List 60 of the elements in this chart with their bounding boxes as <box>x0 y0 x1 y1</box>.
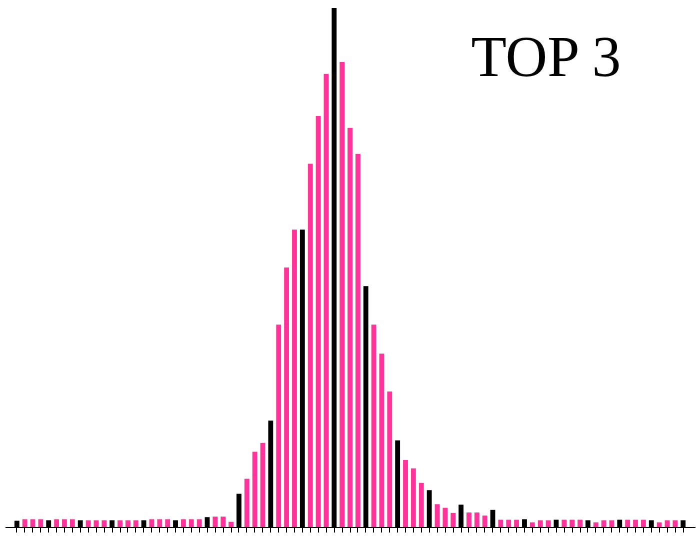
bar <box>30 519 36 527</box>
bar <box>514 520 520 527</box>
bar <box>196 519 202 527</box>
bar <box>244 478 250 527</box>
bar <box>570 520 575 527</box>
bar <box>188 519 194 527</box>
bar <box>292 230 297 527</box>
bar <box>355 154 360 527</box>
bar <box>530 522 535 527</box>
bar <box>102 520 107 527</box>
bar <box>418 482 424 527</box>
bar <box>252 452 258 527</box>
bar <box>442 508 448 527</box>
bar <box>220 516 226 527</box>
bar <box>180 519 186 527</box>
bar <box>474 512 480 527</box>
bar <box>379 354 384 527</box>
bar <box>118 520 122 527</box>
bar <box>276 324 282 527</box>
bar <box>562 520 567 527</box>
bar <box>308 164 313 527</box>
bar <box>466 512 472 527</box>
bar <box>157 519 162 527</box>
bar <box>70 519 75 527</box>
bar <box>133 520 138 527</box>
bar <box>316 116 321 527</box>
bar <box>672 520 678 527</box>
bar <box>482 516 488 527</box>
bar <box>633 520 638 527</box>
bar <box>656 522 662 527</box>
bar <box>403 460 408 527</box>
bar <box>498 520 504 527</box>
bar <box>640 520 646 527</box>
bar <box>228 522 234 527</box>
bar <box>578 520 582 527</box>
bar <box>506 520 512 527</box>
bar <box>54 519 60 527</box>
bar <box>340 62 345 527</box>
bar <box>22 519 28 527</box>
bar <box>62 519 67 527</box>
bar <box>538 520 543 527</box>
bar <box>601 520 606 527</box>
bar <box>387 392 392 527</box>
bar <box>284 268 290 527</box>
bar <box>165 519 170 527</box>
chart-title: TOP 3 <box>471 24 621 89</box>
bar <box>149 519 154 527</box>
bar <box>324 74 329 527</box>
bar <box>371 324 376 527</box>
bar <box>212 516 218 527</box>
bar <box>410 468 416 527</box>
bar <box>348 128 352 527</box>
bar <box>434 504 440 527</box>
bar <box>450 512 456 527</box>
bar <box>125 520 130 527</box>
bar <box>94 520 99 527</box>
bar <box>260 442 266 527</box>
bar <box>593 522 598 527</box>
bar <box>625 520 630 527</box>
bar <box>38 519 44 527</box>
